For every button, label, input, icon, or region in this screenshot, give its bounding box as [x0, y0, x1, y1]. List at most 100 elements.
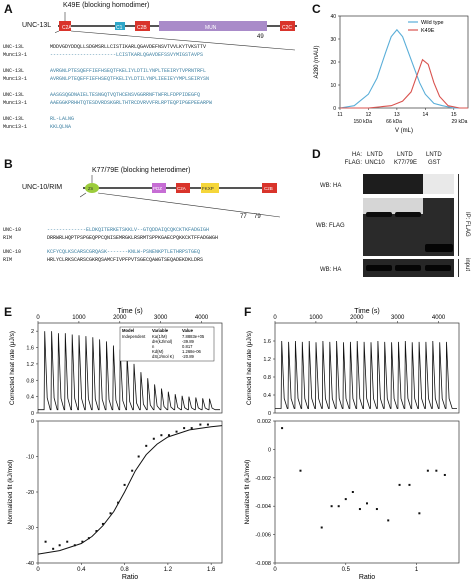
top-y-tick-label: 0 [31, 411, 34, 417]
top-x-axis-label: Time (s) [117, 308, 142, 315]
x-tick-label: 15 [451, 112, 457, 118]
bottom-plot-frame [37, 420, 223, 564]
top-y-tick-label: 2 [31, 329, 34, 335]
heat-rate-trace [275, 340, 457, 409]
bottom-x-tick-label: 1.6 [207, 567, 216, 573]
domain-c2b-label: C2B [137, 25, 147, 31]
lane3-ha: LNTD [426, 152, 442, 158]
fit-table-header: Model [122, 328, 134, 333]
bottom-y-axis-label: Normalized fit (kJ/mol) [244, 460, 251, 525]
lane1-ha: LNTD [367, 152, 383, 158]
data-point [344, 498, 347, 501]
top-y-tick-label: 0.8 [26, 378, 34, 384]
bottom-x-tick-label: 0.8 [120, 567, 129, 573]
x-tick-label: 13 [394, 112, 400, 118]
blot-strip-ha-input [363, 259, 454, 277]
mw-marker-label: 66 kDa [386, 119, 402, 125]
x-tick-label: 12 [366, 112, 372, 118]
fit-table-cell: 1.268e-06 [182, 349, 202, 354]
lane3-flag: GST [428, 160, 441, 166]
blot-blank-region [423, 174, 454, 194]
bottom-y-tick-label: 0.002 [257, 419, 271, 425]
blot-strip-ha-ip [363, 174, 454, 194]
bottom-y-tick-label: 0 [268, 447, 271, 453]
x-axis-label: V (mL) [395, 128, 413, 134]
bottom-y-tick-label: -0.008 [255, 561, 271, 567]
top-y-tick-label: 1.2 [263, 357, 271, 363]
data-point [418, 512, 421, 515]
domain-pdz-label: PDZ [153, 186, 162, 191]
alignment-name: UNC-10 [3, 227, 22, 233]
domain-c2a-label: C2A [177, 186, 186, 191]
top-y-tick-label: 0.4 [26, 395, 34, 401]
domain-fkxp-box [201, 183, 219, 193]
bottom-y-tick-label: 0 [31, 419, 34, 425]
alignment-seq: DRRWRLHQPTPSPGEQPPCQNISEMRGKLRSRMTSPPKGA… [47, 235, 219, 241]
bottom-y-tick-label: -0.006 [255, 533, 271, 539]
data-point [160, 434, 163, 437]
alignment-name: UNC-13L [3, 92, 25, 98]
band-lane1-flag [366, 212, 392, 217]
bottom-y-tick-label: -30 [26, 526, 34, 532]
data-point [366, 502, 368, 505]
top-x-tick-label: 3000 [154, 315, 168, 321]
data-point [408, 483, 411, 486]
mw-marker-label: 29 kDa [452, 119, 468, 125]
alignment-seq: AVRGNLPTESQEFFIEFHSEQTFKELIYLDTILYNPLTEE… [50, 68, 207, 74]
wb-flag-label: WB: FLAG [316, 223, 345, 229]
domain-c1-box [115, 22, 125, 30]
panel-f-chart: 0 1000 2000 3000 4000 0 0.4 0.8 1.2 1.6 Time (s) Co… [244, 308, 460, 579]
panel-c-letter: C [312, 2, 321, 16]
panel-b-letter: B [4, 157, 13, 171]
data-point [123, 483, 126, 486]
alignment-seq: RL-LALNG [50, 116, 75, 122]
top-y-axis-label: Corrected heat rate (μJ/s) [9, 331, 16, 405]
top-plot-frame [274, 322, 460, 414]
y-tick-label: 10 [330, 83, 336, 89]
domain-zn-box [85, 183, 99, 193]
data-point [167, 434, 170, 437]
lane2-flag: K77/79E [394, 160, 418, 166]
fit-table-cell: -39.89 [182, 339, 195, 344]
alignment-name: RIM [3, 235, 13, 241]
data-point [330, 505, 333, 508]
domain-c2c-box [280, 21, 295, 31]
domain-c2b-label: C2B [264, 186, 273, 191]
alignment-seq: KKLQLNA [50, 124, 72, 130]
panel-b-mutation-label: K77/79E (blocking heterodimer) [92, 167, 191, 174]
legend-label: Wild type [421, 20, 444, 26]
data-point [351, 491, 354, 493]
fit-table-header: Variable [152, 328, 169, 333]
fit-curve [37, 425, 223, 555]
data-point [443, 473, 446, 476]
data-point [299, 469, 302, 472]
top-x-tick-label: 0 [36, 315, 40, 321]
bottom-y-tick-label: -10 [26, 455, 34, 461]
bottom-x-axis-label: Ratio [122, 574, 138, 579]
data-point [320, 526, 323, 529]
top-y-tick-label: 0 [268, 411, 271, 417]
top-y-tick-label: 1.2 [26, 362, 34, 368]
data-point [398, 483, 401, 486]
panel-b-position-77: 77 [240, 214, 247, 220]
panel-a-protein-label: UNC-13L [22, 22, 52, 29]
panel-a-domain-diagram: C2A C1 C2B MUN C2C [55, 12, 297, 51]
heat-rate-trace [38, 331, 220, 411]
data-point [109, 512, 112, 515]
alignment-name: UNC-13L [3, 68, 25, 74]
alignment-seq: HRLYCLRKSCARSCGKRQSAMCFIVPFPVTSGECQAWGTS… [47, 257, 204, 263]
alignment-seq: -------------ELDKQITERKETSKKLV--GTQDDAIQ… [47, 227, 210, 233]
data-point [73, 544, 76, 547]
x-tick-label: 14 [423, 112, 429, 118]
panel-f-letter: F [244, 305, 252, 319]
data-point [145, 444, 148, 447]
band-input-3 [425, 265, 451, 271]
fit-table-frame [119, 326, 215, 362]
y-tick-label: 30 [330, 37, 336, 43]
domain-fkxp-label: FKXP [202, 186, 214, 191]
panel-a-position-49: 49 [257, 34, 264, 40]
bottom-plot-frame [274, 420, 460, 564]
data-point [137, 455, 140, 458]
bottom-x-tick-label: 0.5 [342, 567, 351, 573]
panel-c-chart: 11 12 13 14 15 0 10 20 30 40 150 kDa 66 kDa 29 kDa V … [314, 14, 469, 134]
